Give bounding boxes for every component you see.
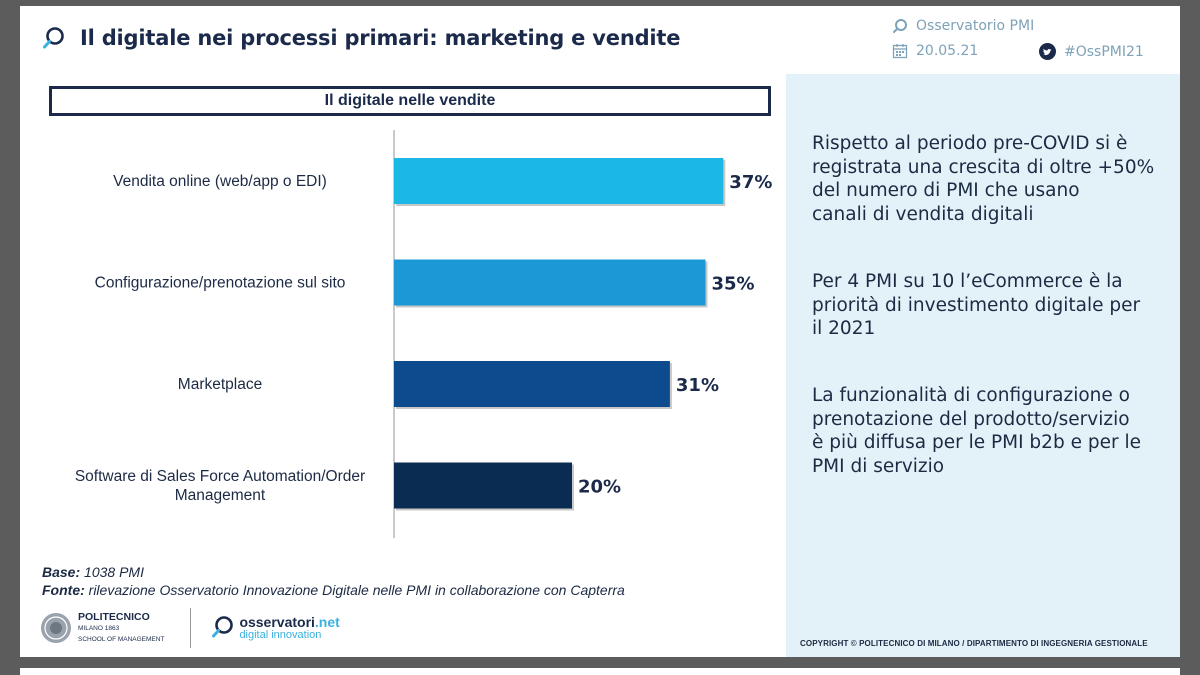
oss-name: osservatori.net	[239, 613, 340, 630]
slide: Il digitale nei processi primari: market…	[20, 6, 1180, 657]
bar-4	[394, 462, 572, 509]
insight-line: il 2021	[812, 318, 876, 339]
osservatori-logo: osservatori.net digital innovation	[239, 613, 340, 641]
bar-2	[394, 259, 706, 306]
insight-line: registrata una crescita di oltre +50%	[812, 156, 1155, 178]
magnifier-icon	[893, 19, 907, 33]
bar-3	[394, 361, 670, 407]
hashtag-value: #OssPMI21	[1064, 43, 1144, 60]
title-row: Il digitale nei processi primari: market…	[42, 26, 681, 50]
magnifier-logo-icon	[43, 27, 64, 49]
data-label-2: 35%	[712, 274, 755, 295]
source-note: Fonte: rilevazione Osservatorio Innovazi…	[42, 581, 625, 599]
insight-line: del numero di PMI che usano	[812, 180, 1080, 201]
bar-chart: 37% Vendita online (web/app o EDI) 35% Conf…	[75, 130, 772, 538]
category-label-1: Vendita online (web/app o EDI)	[113, 173, 327, 190]
base-note: Base: 1038 PMI	[42, 563, 625, 581]
insight-1: Rispetto al periodo pre-COVID si è regis…	[812, 132, 1168, 226]
data-label-1: 37%	[729, 172, 772, 193]
insight-line: Rispetto al periodo pre-COVID si è	[812, 133, 1128, 154]
page-title: Il digitale nei processi primari: market…	[80, 26, 681, 50]
copyright: COPYRIGHT © POLITECNICO DI MILANO / DIPA…	[800, 639, 1148, 648]
date-value: 20.05.21	[916, 43, 979, 59]
insight-line: prenotazione del prodotto/servizio	[812, 408, 1130, 430]
logo-divider	[190, 608, 192, 648]
source-label: Fonte:	[42, 582, 85, 598]
next-slide-edge	[20, 668, 1180, 675]
oss-name-main: osservatori	[239, 613, 315, 630]
organization-name: Osservatorio PMI	[916, 18, 1035, 34]
logos: POLITECNICO MILANO 1863 SCHOOL OF MANAGE…	[40, 608, 340, 648]
insight-line: Per 4 PMI su 10 l’eCommerce è la	[812, 271, 1123, 292]
oss-sub: digital innovation	[239, 628, 322, 641]
insight-line: è più diffusa per le PMI b2b e per le	[812, 432, 1141, 453]
insight-3: La funzionalità di configurazione o pren…	[812, 384, 1168, 478]
source-value: rilevazione Osservatorio Innovazione Dig…	[88, 582, 625, 598]
category-label-4: Software di Sales Force Automation/Order	[75, 468, 365, 485]
data-label-4: 20%	[578, 477, 621, 498]
poli-school: SCHOOL OF MANAGEMENT	[78, 635, 165, 643]
insight-line: La funzionalità di configurazione o	[812, 385, 1130, 406]
poli-city: MILANO 1863	[78, 624, 120, 632]
organization-label: Osservatorio PMI	[892, 18, 1034, 34]
politecnico-logo: POLITECNICO MILANO 1863 SCHOOL OF MANAGE…	[78, 610, 165, 645]
oss-name-tld: .net	[314, 613, 340, 630]
category-label-2: Configurazione/prenotazione sul sito	[95, 275, 346, 292]
notes: Base: 1038 PMI Fonte: rilevazione Osserv…	[42, 563, 625, 599]
date-label: 20.05.21	[892, 43, 978, 59]
politecnico-seal-icon	[41, 613, 71, 643]
category-label-4: Management	[175, 487, 266, 504]
osservatori-logo-icon	[212, 616, 234, 638]
insight-line: canali di vendita digitali	[812, 203, 1034, 225]
insight-line: priorità di investimento digitale per	[812, 294, 1141, 316]
calendar-icon	[892, 44, 908, 59]
data-label-3: 31%	[676, 375, 719, 396]
insights-panel: Rispetto al periodo pre-COVID si è regis…	[786, 74, 1180, 657]
poli-name: POLITECNICO	[78, 610, 150, 623]
hashtag-label: #OssPMI21	[1039, 43, 1144, 60]
base-value: 1038 PMI	[84, 564, 144, 580]
chart-title: Il digitale nelle vendite	[49, 86, 771, 116]
category-label-3: Marketplace	[178, 376, 262, 393]
insight-2: Per 4 PMI su 10 l’eCommerce è la priorit…	[812, 270, 1168, 341]
twitter-icon	[1039, 43, 1056, 60]
insight-line: PMI di servizio	[812, 455, 945, 477]
bar-1	[394, 158, 724, 204]
base-label: Base:	[42, 564, 81, 580]
